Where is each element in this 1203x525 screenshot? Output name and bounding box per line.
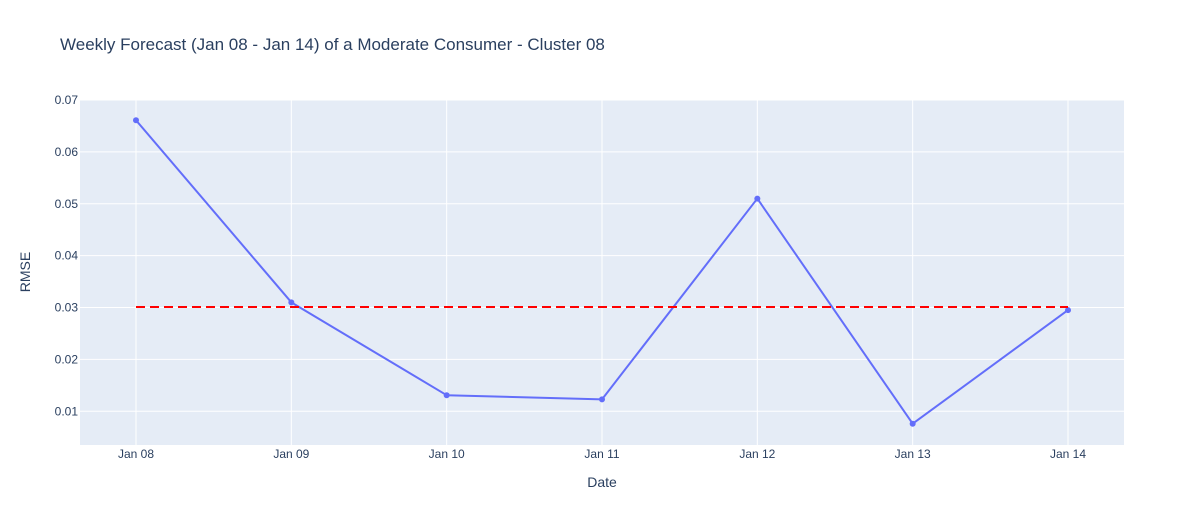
chart-title: Weekly Forecast (Jan 08 - Jan 14) of a M… [60,35,605,54]
y-tick-label: 0.05 [55,197,79,211]
x-tick-label: Jan 14 [1050,447,1086,461]
y-tick-label: 0.07 [55,93,79,107]
y-tick-label: 0.01 [55,404,79,418]
series-layer [133,117,1071,427]
data-point [754,195,761,202]
data-point [1065,307,1071,314]
x-tick-label: Jan 10 [429,447,465,461]
y-axis-title: RMSE [17,252,33,292]
data-point [909,420,916,427]
data-point [133,117,139,124]
data-point [288,299,295,306]
x-tick-label: Jan 13 [895,447,931,461]
x-tick-label: Jan 08 [118,447,154,461]
x-tick-label: Jan 09 [273,447,309,461]
y-tick-label: 0.03 [55,301,79,315]
x-tick-label: Jan 12 [739,447,775,461]
y-tick-label: 0.06 [55,145,79,159]
data-point [443,392,450,399]
x-axis-title: Date [587,474,617,490]
y-tick-label: 0.04 [55,249,79,263]
y-tick-label: 0.02 [55,352,79,366]
x-tick-label: Jan 11 [584,447,619,461]
x-tick-labels: Jan 08 Jan 09 Jan 10 Jan 11 Jan 12 Jan 13 Jan … [118,447,1086,461]
data-point [599,396,605,403]
y-tick-labels: 0.01 0.02 0.03 0.04 0.05 0.06 0.07 [55,93,79,418]
